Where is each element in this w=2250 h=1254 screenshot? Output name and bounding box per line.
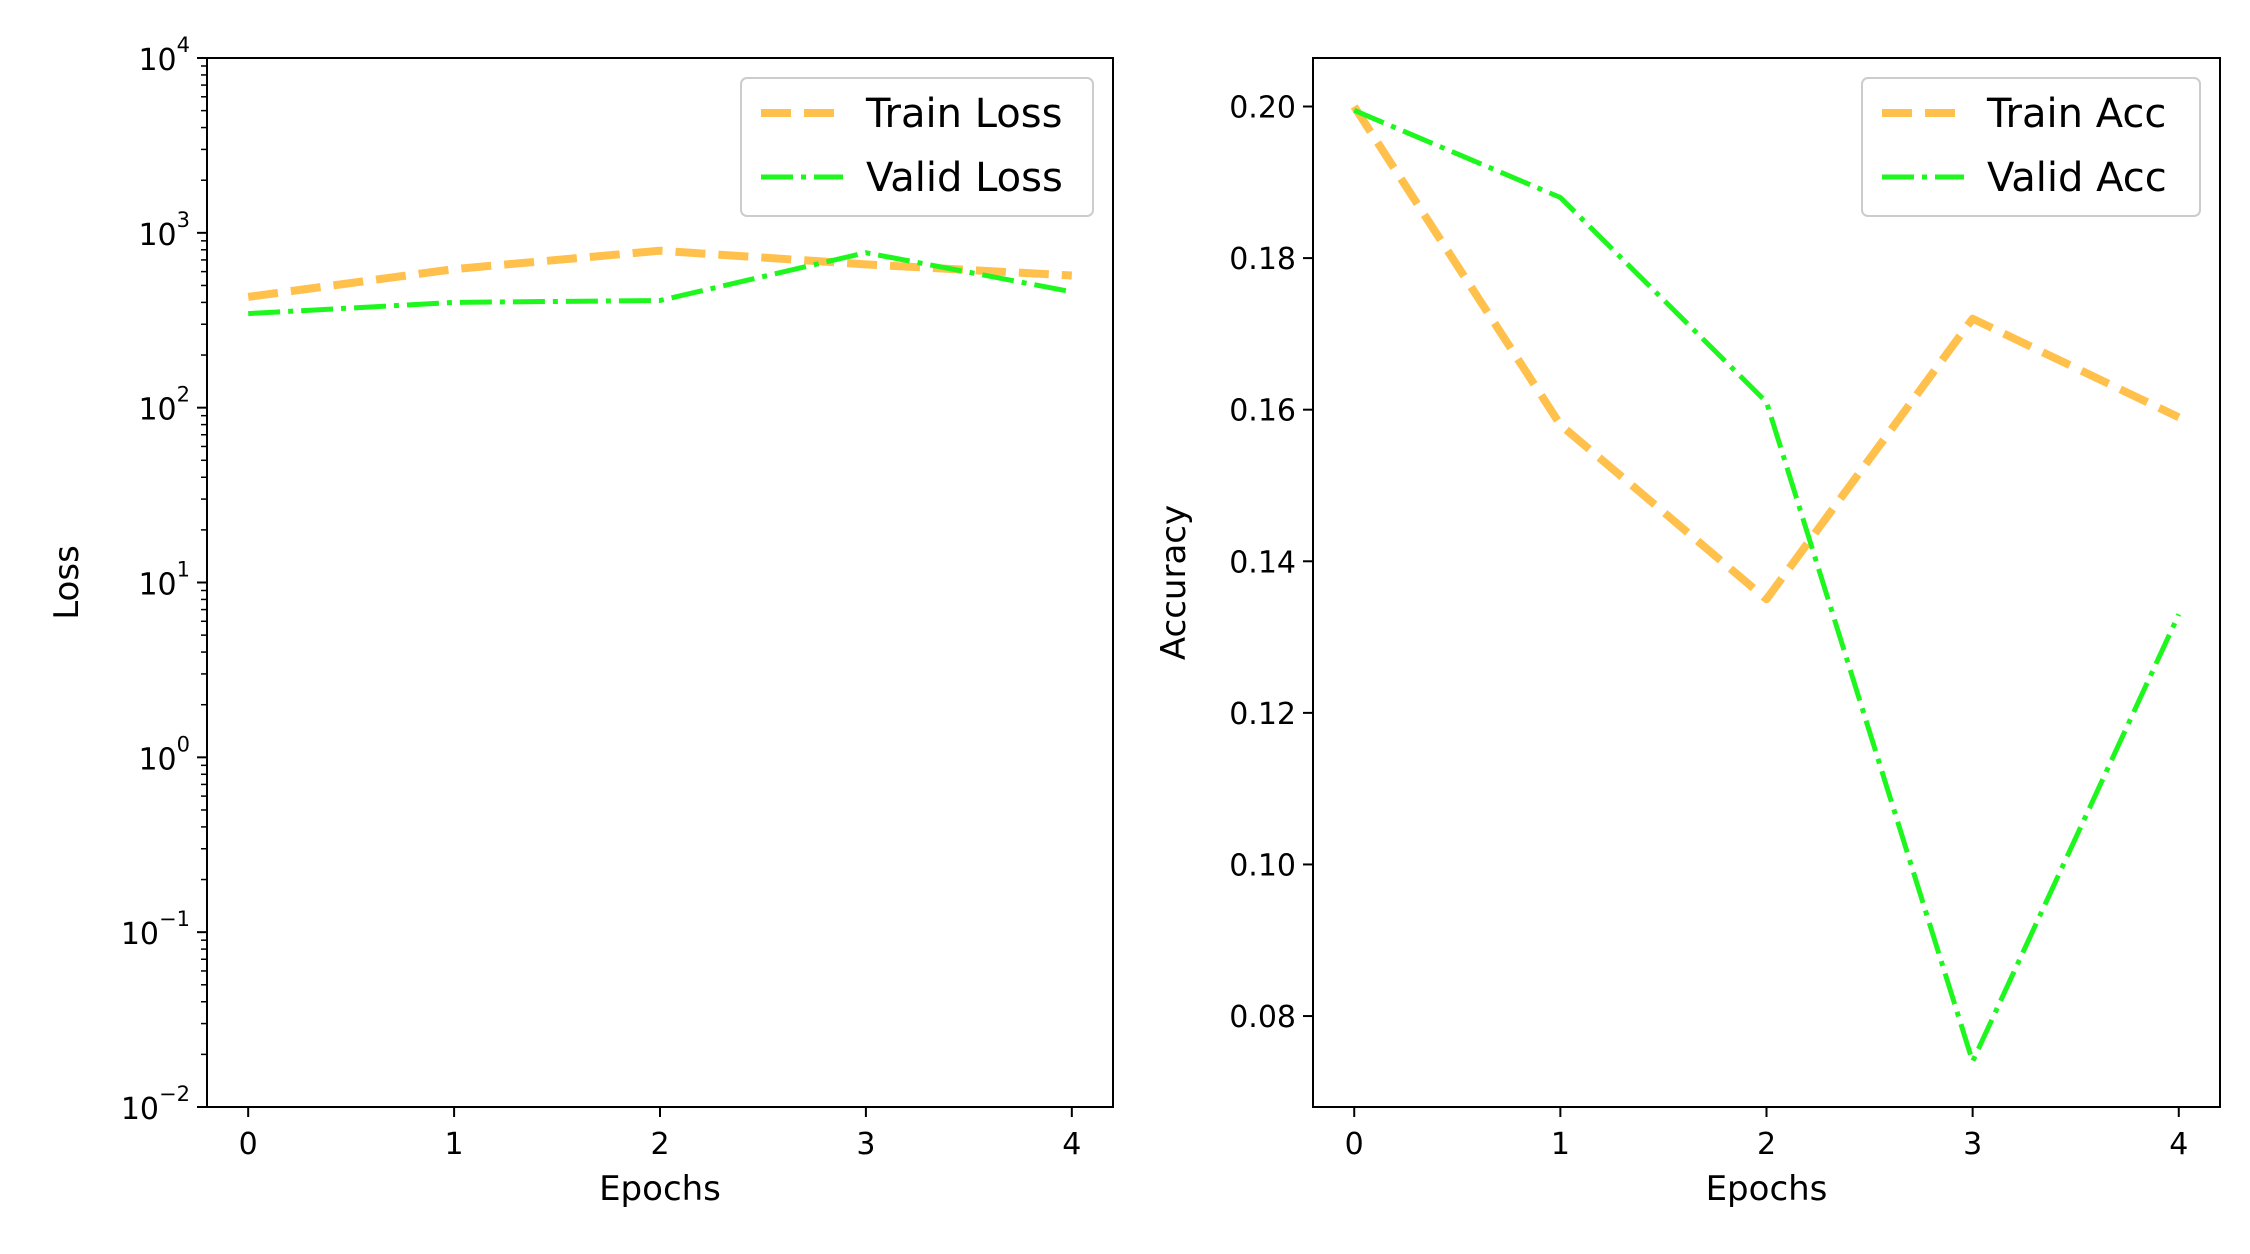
chart-1-legend: Train Loss Valid Loss: [740, 77, 1094, 217]
chart-1-x-axis-label: Epochs: [599, 1169, 721, 1209]
chart-2-x-tick-label: 3: [1963, 1127, 1982, 1162]
chart-2-y-tick-label: 0.14: [1229, 545, 1296, 580]
chart-2-x-tick-label: 4: [2169, 1127, 2188, 1162]
chart-1-plot-area: [207, 58, 1113, 1107]
chart-2-x-axis-label: Epochs: [1706, 1169, 1828, 1209]
chart-1-series-valid-loss: [248, 250, 1073, 317]
chart-1-x-tick-label: 1: [445, 1127, 464, 1162]
chart-1-legend-label-valid-loss: Valid Loss: [866, 155, 1063, 201]
loss-chart: 0 1 2 3 410−210−1100101102103104EpochsLossTr…: [47, 33, 1114, 1209]
chart-2-y-tick-label: 0.18: [1229, 242, 1296, 277]
chart-2-series-valid-acc: [1353, 107, 2182, 1064]
chart-2-x-tick-label: 0: [1345, 1127, 1364, 1162]
chart-1-y-axis-label: Loss: [47, 545, 87, 620]
chart-2-y-tick-label: 0.16: [1229, 394, 1296, 429]
chart-2-x-tick-label: 1: [1551, 1127, 1570, 1162]
chart-1-x-tick-label: 3: [856, 1127, 875, 1162]
accuracy-chart: 0 1 2 3 4 0.08 0.10 0.12 0.14 0.16 0.18 0.20 Epochs A…: [1154, 57, 2221, 1209]
chart-2-legend-label-train-acc: Train Acc: [1986, 91, 2166, 137]
chart-1-x-tick-label: 2: [650, 1127, 669, 1162]
chart-2-y-tick-label: 0.10: [1229, 848, 1296, 883]
chart-1-x-tick-label: 4: [1062, 1127, 1081, 1162]
chart-2-x-tick-label: 2: [1757, 1127, 1776, 1162]
chart-2-plot-area: [1313, 58, 2220, 1107]
chart-2-y-tick-label: 0.08: [1229, 1000, 1296, 1035]
chart-2-legend-label-valid-acc: Valid Acc: [1987, 155, 2167, 201]
chart-2-y-tick-label: 0.20: [1229, 91, 1296, 126]
chart-1-legend-label-train-loss: Train Loss: [865, 91, 1062, 137]
chart-1-x-tick-label: 0: [239, 1127, 258, 1162]
chart-2-series-train-acc: [1350, 104, 2181, 604]
chart-2-y-tick-label: 0.12: [1229, 697, 1296, 732]
chart-2-legend: Train Acc Valid Acc: [1861, 77, 2201, 217]
chart-2-y-axis-label: Accuracy: [1154, 505, 1194, 660]
